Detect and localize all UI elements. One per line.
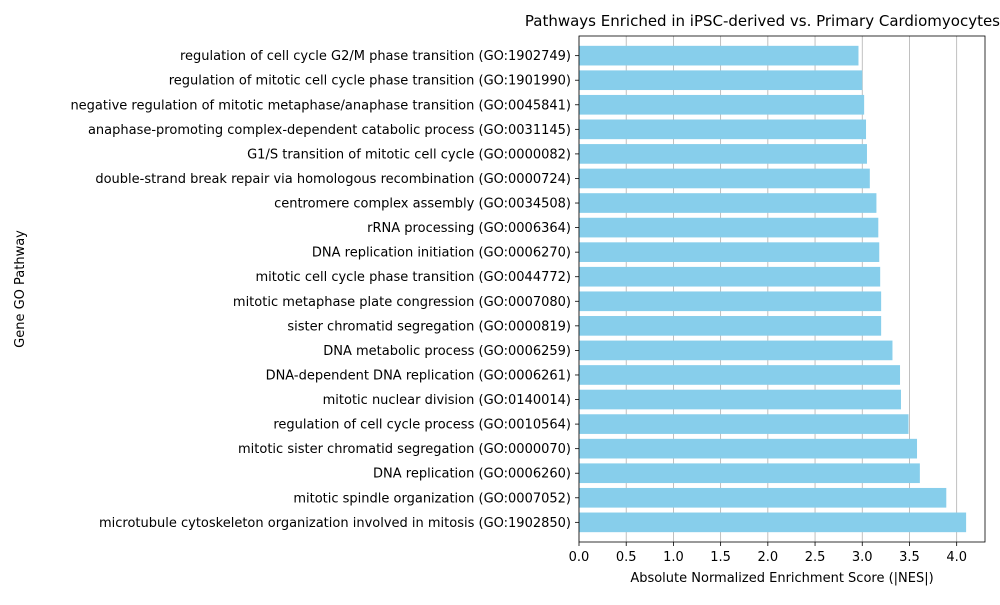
bar	[579, 193, 877, 213]
bar	[579, 266, 881, 287]
bar	[579, 144, 867, 164]
x-tick-label: 0.5	[616, 550, 637, 565]
y-tick-label: mitotic sister chromatid segregation (GO…	[238, 442, 571, 457]
y-tick-label: double-strand break repair via homologou…	[95, 172, 571, 187]
y-tick-label: regulation of cell cycle process (GO:001…	[273, 418, 571, 433]
x-tick-layer: 0.0 0.5 1.0 1.5 2.0 2.5 3.0 3.5 4.0	[569, 542, 967, 565]
bar-layer	[579, 45, 967, 533]
y-tick-label: mitotic spindle organization (GO:0007052…	[293, 491, 571, 506]
chart-title: Pathways Enriched in iPSC-derived vs. Pr…	[525, 12, 1000, 30]
bar	[579, 119, 867, 140]
y-tick-label: mitotic cell cycle phase transition (GO:…	[256, 270, 571, 285]
y-tick-label: negative regulation of mitotic metaphase…	[70, 98, 571, 113]
y-tick-label: regulation of mitotic cell cycle phase t…	[169, 74, 571, 89]
y-tick-label: mitotic nuclear division (GO:0140014)	[323, 393, 571, 408]
x-tick-label: 3.5	[899, 550, 920, 565]
bar	[579, 487, 947, 508]
bar	[579, 70, 863, 91]
bar	[579, 438, 918, 459]
bar	[579, 242, 880, 262]
y-tick-label: DNA-dependent DNA replication (GO:000626…	[266, 368, 571, 383]
y-tick-label: microtubule cytoskeleton organization in…	[99, 516, 571, 531]
axes-frame	[578, 35, 986, 543]
bar	[579, 365, 901, 385]
bar	[579, 512, 967, 533]
y-tick-label: centromere complex assembly (GO:0034508)	[274, 197, 571, 212]
bar	[579, 463, 920, 484]
y-tick-label: rRNA processing (GO:0006364)	[367, 221, 571, 236]
x-tick-label: 1.5	[710, 550, 731, 565]
bar	[579, 168, 870, 189]
x-tick-label: 3.0	[852, 550, 873, 565]
y-tick-label: mitotic metaphase plate congression (GO:…	[233, 295, 571, 310]
bar	[579, 316, 882, 336]
x-tick-label: 4.0	[946, 550, 967, 565]
y-tick-label: sister chromatid segregation (GO:0000819…	[287, 319, 571, 334]
x-axis-label: Absolute Normalized Enrichment Score (|N…	[630, 571, 933, 586]
y-tick-layer: regulation of cell cycle G2/M phase tran…	[70, 49, 579, 531]
x-tick-label: 2.5	[805, 550, 826, 565]
x-tick-label: 1.0	[663, 550, 684, 565]
bar	[579, 414, 909, 434]
y-tick-label: DNA metabolic process (GO:0006259)	[323, 344, 571, 359]
bar	[579, 45, 859, 66]
y-tick-label: G1/S transition of mitotic cell cycle (G…	[247, 147, 571, 162]
y-tick-label: regulation of cell cycle G2/M phase tran…	[180, 49, 571, 64]
x-tick-label: 2.0	[757, 550, 778, 565]
bar	[579, 217, 879, 238]
bar	[579, 291, 882, 312]
bar	[579, 340, 893, 361]
bar	[579, 94, 865, 115]
bar	[579, 389, 901, 410]
y-tick-label: DNA replication (GO:0006260)	[373, 467, 571, 482]
plot-frame	[578, 35, 986, 543]
y-axis-label: Gene GO Pathway	[13, 230, 28, 348]
x-tick-label: 0.0	[569, 550, 590, 565]
y-tick-label: anaphase-promoting complex-dependent cat…	[88, 123, 571, 138]
y-tick-label: DNA replication initiation (GO:0006270)	[312, 246, 571, 261]
